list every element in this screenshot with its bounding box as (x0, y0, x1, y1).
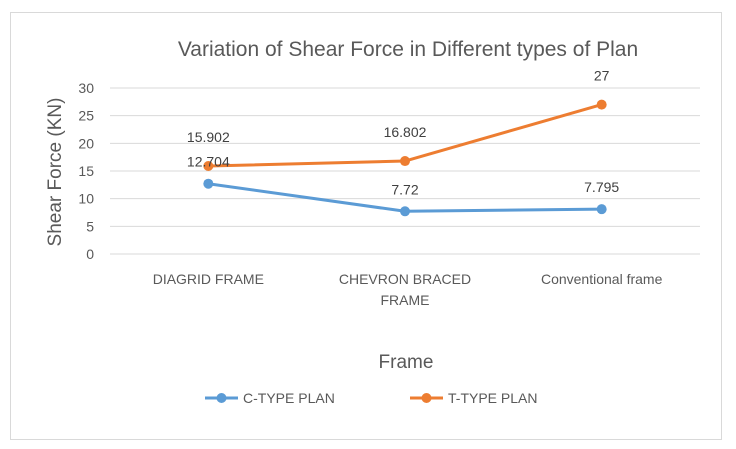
y-tick-label: 15 (78, 163, 94, 179)
data-labels: 12.704 7.72 7.795 15.902 16.802 27 (187, 68, 619, 198)
chart-title: Variation of Shear Force in Different ty… (178, 38, 638, 61)
y-axis-title: Shear Force (KN) (45, 98, 66, 247)
data-label: 15.902 (187, 129, 230, 145)
x-category-label: DIAGRID FRAME (153, 271, 264, 287)
y-tick-label: 10 (78, 191, 94, 207)
data-label: 12.704 (187, 154, 230, 170)
data-point (400, 156, 410, 167)
legend: C-TYPE PLAN T-TYPE PLAN (205, 390, 537, 406)
legend-marker (216, 393, 227, 403)
x-category-label: CHEVRON BRACED (339, 271, 471, 287)
y-tick-label: 5 (86, 218, 94, 234)
gridlines (110, 87, 700, 255)
data-label: 7.72 (391, 181, 418, 197)
y-tick-label: 0 (86, 246, 94, 262)
y-tick-label: 25 (78, 108, 94, 124)
series-lines (203, 99, 607, 217)
data-point (203, 161, 214, 172)
data-point (203, 178, 214, 189)
y-tick-label: 30 (78, 80, 94, 96)
data-point (400, 206, 410, 217)
x-axis-categories: DIAGRID FRAME CHEVRON BRACED FRAME Conventi… (153, 271, 663, 308)
data-label: 16.802 (384, 124, 427, 140)
legend-label: C-TYPE PLAN (243, 390, 335, 406)
legend-marker (421, 393, 432, 403)
legend-label: T-TYPE PLAN (448, 390, 537, 406)
data-label: 27 (594, 68, 610, 84)
data-point (596, 99, 607, 110)
x-axis-title: Frame (379, 352, 434, 373)
y-axis-ticks: 0 5 10 15 20 25 30 (78, 80, 94, 262)
y-tick-label: 20 (78, 135, 94, 151)
x-category-label: Conventional frame (541, 271, 663, 287)
x-category-label: FRAME (381, 292, 430, 308)
data-label: 7.795 (584, 179, 619, 195)
data-point (596, 204, 607, 215)
